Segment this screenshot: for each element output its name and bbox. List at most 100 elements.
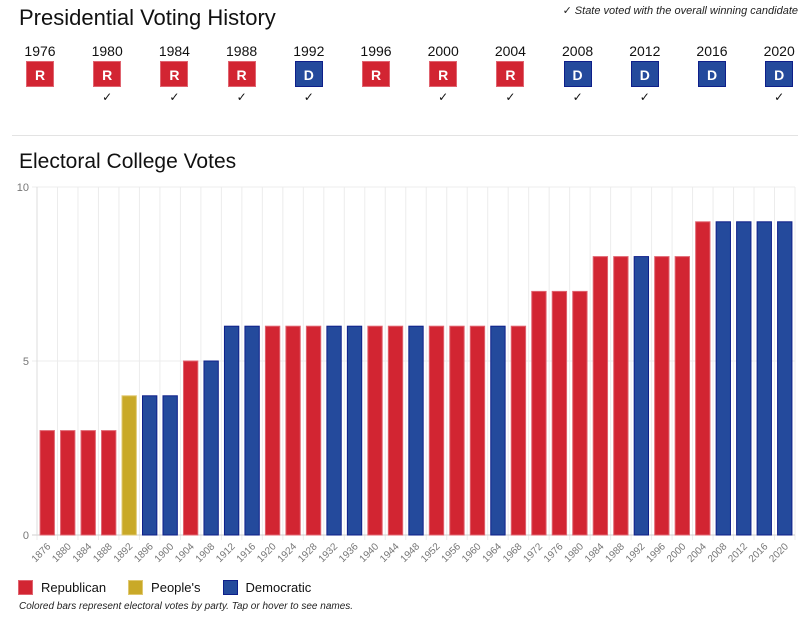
history-year-2020: 2020 D ✓	[754, 42, 804, 104]
party-badge-republican[interactable]: R	[93, 61, 122, 87]
checkmark-empty	[687, 90, 737, 104]
bar-1936[interactable]: 1936: 6	[346, 325, 363, 536]
history-year-label: 2020	[763, 43, 795, 59]
bar-1988[interactable]: 1988: 8	[613, 256, 629, 536]
bar-1900[interactable]: 1900: 4	[162, 395, 178, 536]
bar-1888[interactable]: 1888: 3	[101, 430, 117, 536]
history-year-1976: 1976 R	[15, 42, 65, 104]
bar-1980[interactable]: 1980: 7	[572, 290, 588, 536]
party-badge-democratic[interactable]: D	[698, 61, 726, 87]
bar-1972[interactable]: 1972: 7	[531, 290, 547, 536]
x-tick-label: 1880	[50, 541, 74, 565]
checkmark-icon: ✓	[639, 90, 650, 104]
history-year-2008: 2008 D ✓	[553, 42, 603, 104]
page-title: Presidential Voting History	[19, 5, 276, 30]
bar-1964[interactable]: 1964: 6	[490, 325, 506, 536]
bar-1912[interactable]: 1912: 6	[223, 325, 240, 536]
x-tick-label: 1912	[214, 541, 238, 565]
bar-2012[interactable]: 2012: 9	[736, 221, 752, 536]
party-badge-democratic[interactable]: D	[294, 61, 323, 87]
x-tick-label: 1972	[522, 541, 546, 565]
bar-1876[interactable]: 1876: 3	[39, 430, 55, 536]
bar-1896[interactable]: 1896: 4	[142, 395, 158, 536]
bar-1884[interactable]: 1884: 3	[80, 430, 96, 536]
bar-1944[interactable]: 1944: 6	[387, 325, 404, 536]
bar-1940[interactable]: 1940: 6	[367, 325, 383, 536]
history-year-label: 1984	[158, 43, 190, 59]
bar-1976[interactable]: 1976: 7	[551, 290, 568, 536]
party-badge-republican[interactable]: R	[160, 61, 189, 87]
bar-1952[interactable]: 1952: 6	[428, 325, 445, 536]
x-tick-label: 1952	[419, 541, 443, 565]
y-tick-label: 5	[23, 356, 29, 368]
legend-label-peoples: People's	[151, 580, 201, 595]
x-tick-label: 1956	[440, 541, 464, 565]
bar-1924[interactable]: 1924: 6	[285, 325, 301, 536]
x-tick-label: 1960	[460, 541, 484, 565]
history-year-1992: 1992 D ✓	[284, 42, 334, 104]
bar-1932[interactable]: 1932: 6	[326, 325, 342, 536]
bar-1920[interactable]: 1920: 6	[264, 325, 281, 536]
history-year-2012: 2012 D ✓	[620, 42, 670, 104]
legend-item-peoples: People's	[128, 580, 201, 595]
chart-legend: Republican People's Democratic	[18, 580, 333, 595]
bar-1904[interactable]: 1904: 5	[182, 360, 199, 536]
x-tick-label: 1944	[378, 541, 402, 565]
bar-2004[interactable]: 2004: 9	[695, 221, 711, 536]
x-tick-label: 1996	[644, 541, 668, 565]
section-divider	[12, 135, 798, 136]
checkmark-icon: ✓	[169, 90, 180, 104]
bar-1996[interactable]: 1996: 8	[654, 256, 670, 536]
y-tick-label: 10	[17, 182, 29, 194]
history-year-label: 2004	[494, 43, 526, 59]
x-tick-label: 1936	[337, 541, 361, 565]
party-badge-democratic[interactable]: D	[630, 61, 659, 87]
x-tick-label: 2008	[706, 541, 730, 565]
bar-1992[interactable]: 1992: 8	[633, 256, 650, 536]
checkmark-icon: ✓	[236, 90, 247, 104]
bar-1956[interactable]: 1956: 6	[449, 325, 465, 536]
legend-item-democratic: Democratic	[222, 580, 311, 595]
x-tick-label: 1992	[624, 541, 648, 565]
bar-1916[interactable]: 1916: 6	[244, 325, 260, 536]
voting-history-row: 1976 R 1980 R ✓ 1984 R ✓ 1988 R ✓ 1992 D ✓ 1996 R 2000 R ✓…	[0, 42, 810, 112]
electoral-votes-chart: 0 5 10 1876: 3 1880: 31884: 3 1888: 31892: 4 1…	[17, 182, 796, 565]
checkmark-icon: ✓	[102, 90, 113, 104]
bar-1984[interactable]: 1984: 8	[592, 256, 609, 536]
party-badge-republican[interactable]: R	[362, 61, 390, 87]
bar-1928[interactable]: 1928: 6	[305, 325, 322, 536]
winner-legend-text: State voted with the overall winning can…	[574, 5, 798, 17]
history-year-label: 1996	[360, 43, 392, 59]
x-tick-label: 1876	[30, 541, 54, 565]
bar-2016[interactable]: 2016: 9	[756, 221, 772, 536]
party-badge-democratic[interactable]: D	[563, 61, 592, 87]
checkmark-icon: ✓	[438, 90, 449, 104]
party-badge-republican[interactable]: R	[26, 61, 54, 87]
history-year-label: 1992	[293, 43, 325, 59]
bar-1968[interactable]: 1968: 6	[510, 325, 527, 536]
history-year-1996: 1996 R	[351, 42, 401, 104]
x-tick-label: 1984	[583, 541, 607, 565]
x-tick-label: 2020	[767, 541, 791, 565]
x-tick-label: 1988	[603, 541, 627, 565]
bar-2008[interactable]: 2008: 9	[715, 221, 731, 536]
bar-1880[interactable]: 1880: 3	[60, 430, 76, 536]
bar-1960[interactable]: 1960: 6	[469, 325, 486, 536]
party-badge-republican[interactable]: R	[227, 61, 256, 87]
x-tick-label: 1968	[501, 541, 525, 565]
bar-2000[interactable]: 2000: 8	[674, 256, 690, 536]
x-tick-label: 1904	[173, 541, 197, 565]
bar-1948[interactable]: 1948: 6	[408, 325, 424, 536]
x-tick-label: 1964	[481, 541, 505, 565]
bar-2020[interactable]: 2020: 9	[777, 221, 793, 536]
bar-1908[interactable]: 1908: 5	[203, 360, 219, 536]
party-badge-republican[interactable]: R	[429, 61, 458, 87]
bar-1892[interactable]: 1892: 4	[121, 395, 137, 536]
history-year-2000: 2000 R ✓	[418, 42, 468, 104]
x-tick-label: 1884	[71, 541, 95, 565]
history-year-1984: 1984 R ✓	[149, 42, 199, 104]
party-badge-republican[interactable]: R	[496, 61, 525, 87]
checkmark-icon: ✓	[562, 5, 572, 17]
x-tick-label: 1976	[542, 541, 566, 565]
party-badge-democratic[interactable]: D	[765, 61, 794, 87]
